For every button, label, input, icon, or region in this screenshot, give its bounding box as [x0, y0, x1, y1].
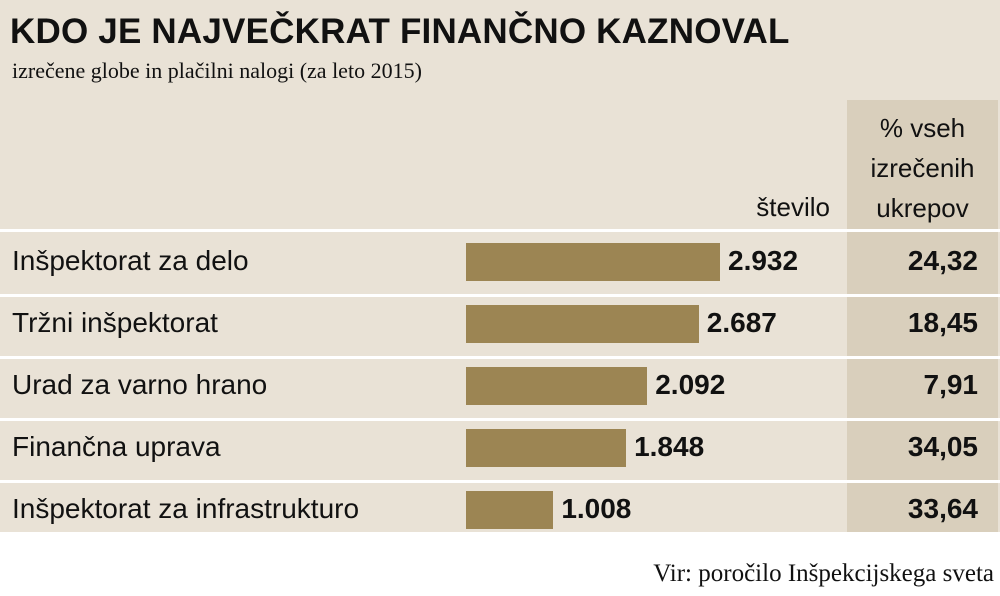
- percent-label: 18,45: [907, 307, 978, 338]
- category-label: Finančna uprava: [12, 431, 221, 462]
- category-label: Urad za varno hrano: [12, 369, 268, 400]
- column-header: % vseh izrečenih ukrepov: [870, 113, 975, 223]
- value-label: 2.932: [728, 245, 799, 276]
- source: Vir: poročilo Inšpekcijskega sveta: [653, 560, 994, 587]
- chart-subtitle: izrečene globe in plačilni nalogi (za le…: [12, 58, 422, 83]
- bar: [466, 429, 627, 467]
- percent-panel: [847, 100, 998, 532]
- bar: [466, 491, 554, 529]
- value-label: 2.687: [706, 307, 777, 338]
- chart-title: KDO JE NAJVEČKRAT FINANČNO KAZNOVAL: [10, 12, 790, 51]
- column-header: število: [756, 192, 830, 222]
- row-separator: [0, 229, 1000, 232]
- value-label: 1.848: [634, 431, 705, 462]
- row-separator: [0, 418, 1000, 421]
- percent-label: 34,05: [907, 431, 978, 462]
- percent-label: 33,64: [907, 493, 978, 524]
- row-separator: [0, 294, 1000, 297]
- value-label: 2.092: [655, 369, 726, 400]
- percent-label: 24,32: [907, 245, 978, 276]
- category-label: Inšpektorat za infrastrukturo: [12, 493, 360, 524]
- bar: [466, 305, 699, 343]
- category-label: Inšpektorat za delo: [12, 245, 249, 276]
- row-separator: [0, 356, 1000, 359]
- bar: [466, 243, 720, 281]
- bar: [466, 367, 648, 405]
- percent-label: 7,91: [923, 369, 979, 400]
- category-label: Tržni inšpektorat: [12, 307, 218, 338]
- value-label: 1.008: [561, 493, 632, 524]
- row-separator: [0, 480, 1000, 483]
